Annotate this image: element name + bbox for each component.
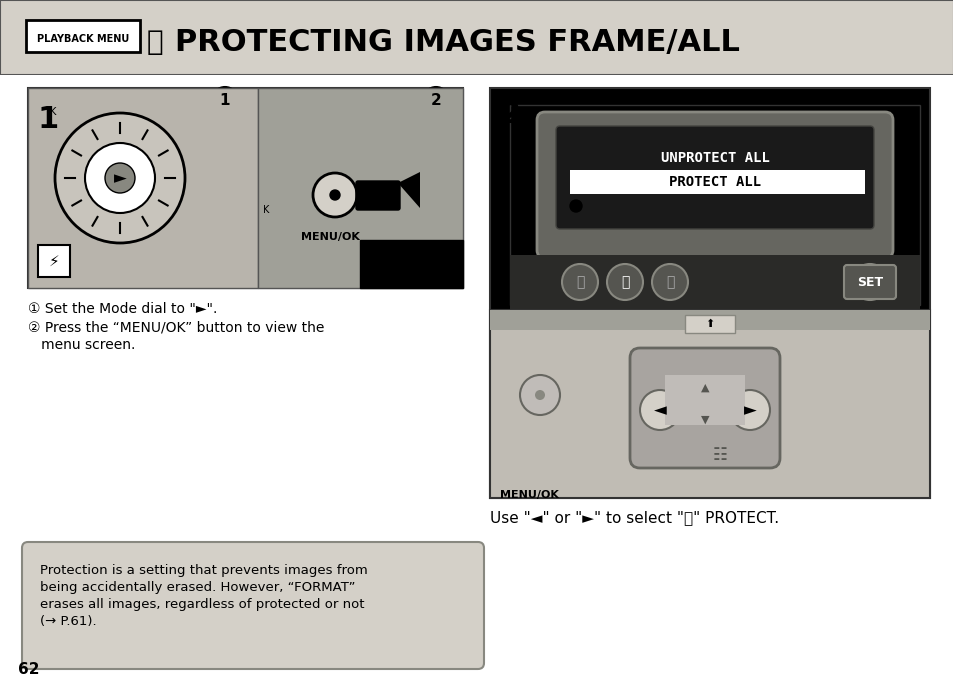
Bar (684, 315, 734, 333)
FancyBboxPatch shape (629, 348, 780, 468)
FancyBboxPatch shape (22, 542, 483, 669)
Bar (28, 88, 257, 288)
Bar (664, 400, 744, 425)
Text: 2: 2 (430, 93, 441, 107)
Bar (569, 170, 864, 194)
Text: PLAYBACK MENU: PLAYBACK MENU (37, 34, 129, 44)
Text: 🔒: 🔒 (620, 275, 629, 289)
Text: being accidentally erased. However, “FORMAT”: being accidentally erased. However, “FOR… (40, 581, 355, 594)
Circle shape (519, 375, 559, 415)
Circle shape (105, 163, 135, 193)
Text: ⚡: ⚡ (49, 254, 59, 269)
FancyBboxPatch shape (556, 126, 873, 229)
Text: K: K (263, 205, 269, 215)
Text: Use "◄" or "►" to select "Ⓘ" PROTECT.: Use "◄" or "►" to select "Ⓘ" PROTECT. (490, 510, 779, 525)
Text: 🗑: 🗑 (576, 275, 583, 289)
Bar (490, 310, 929, 330)
Text: PROTECTING IMAGES FRAME/ALL: PROTECTING IMAGES FRAME/ALL (174, 27, 740, 56)
FancyBboxPatch shape (537, 112, 892, 258)
Circle shape (55, 113, 185, 243)
Text: erases all images, regardless of protected or not: erases all images, regardless of protect… (40, 598, 364, 611)
Text: ① Set the Mode dial to "►".: ① Set the Mode dial to "►". (28, 302, 217, 316)
FancyBboxPatch shape (843, 265, 895, 299)
Text: PROTECT ALL: PROTECT ALL (668, 175, 760, 189)
FancyBboxPatch shape (26, 20, 140, 52)
Text: ▲: ▲ (700, 383, 708, 393)
Circle shape (422, 87, 449, 113)
Text: Protection is a setting that prevents images from: Protection is a setting that prevents im… (40, 564, 367, 577)
Text: ►: ► (113, 169, 126, 187)
Text: 2: 2 (499, 100, 520, 129)
Text: MENU/OK: MENU/OK (300, 232, 359, 242)
Circle shape (651, 264, 687, 300)
Text: Ⓘ: Ⓘ (147, 28, 163, 56)
Bar (28, 88, 462, 288)
Circle shape (330, 190, 339, 200)
Text: MENU/OK: MENU/OK (499, 490, 558, 500)
Circle shape (535, 390, 544, 400)
Circle shape (851, 264, 887, 300)
Text: menu screen.: menu screen. (28, 338, 135, 352)
Bar (0, 0, 953, 75)
Text: (→ P.61).: (→ P.61). (40, 615, 96, 628)
Circle shape (561, 264, 598, 300)
Bar (490, 310, 929, 498)
Text: K: K (50, 107, 56, 117)
Bar (359, 240, 462, 288)
Circle shape (639, 390, 679, 430)
Circle shape (85, 143, 154, 213)
Text: 1: 1 (38, 105, 59, 134)
Bar (257, 88, 462, 288)
Text: ☷: ☷ (712, 446, 727, 464)
FancyBboxPatch shape (355, 181, 399, 210)
Text: SET: SET (856, 275, 882, 289)
Circle shape (729, 390, 769, 430)
Text: 62: 62 (18, 662, 39, 677)
Text: 1: 1 (219, 93, 230, 107)
Text: UNPROTECT ALL: UNPROTECT ALL (659, 151, 769, 165)
Bar (38, 245, 70, 277)
Text: ►: ► (742, 401, 756, 419)
Circle shape (606, 264, 642, 300)
Text: 🖨: 🖨 (665, 275, 674, 289)
Circle shape (569, 200, 581, 212)
Bar (0, 75, 953, 687)
Text: ⬆: ⬆ (704, 319, 714, 329)
Circle shape (313, 173, 356, 217)
Bar (664, 375, 744, 400)
Text: ② Press the “MENU/OK” button to view the: ② Press the “MENU/OK” button to view the (28, 320, 324, 334)
Polygon shape (397, 172, 419, 208)
Text: ◄: ◄ (653, 401, 666, 419)
Bar (490, 88, 929, 498)
Bar (510, 105, 919, 305)
Text: ▼: ▼ (700, 415, 708, 425)
Circle shape (212, 87, 237, 113)
Bar (510, 255, 919, 310)
